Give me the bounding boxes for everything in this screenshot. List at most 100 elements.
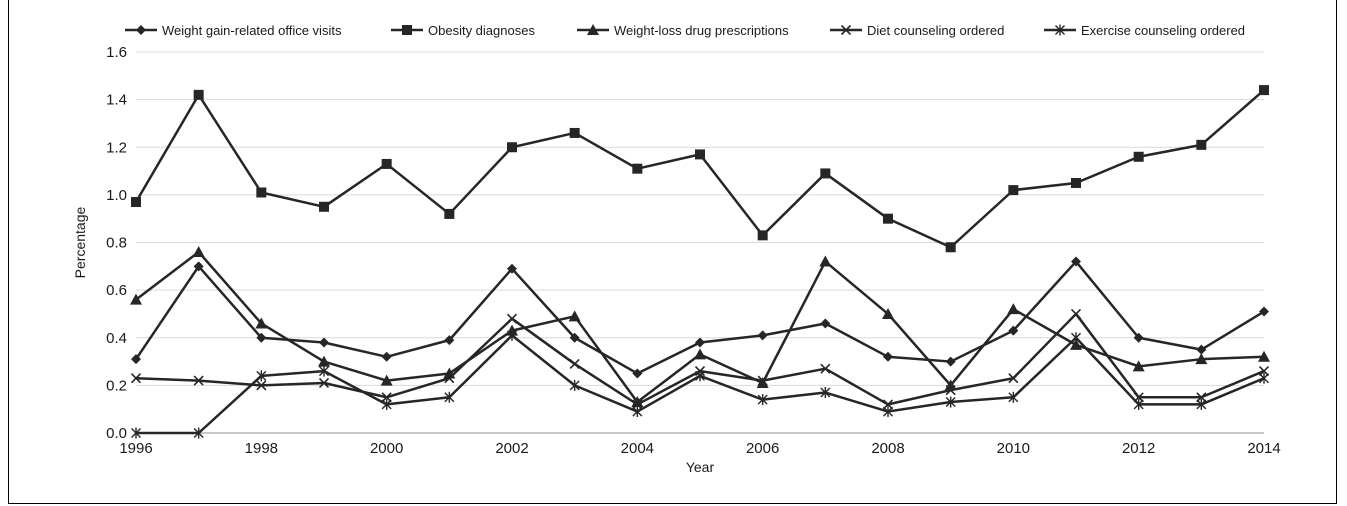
data-point: [444, 208, 455, 219]
data-point: [131, 354, 141, 365]
data-point: [130, 373, 142, 384]
data-point: [506, 313, 518, 324]
legend-label: Obesity diagnoses: [428, 23, 535, 38]
data-point: [1071, 256, 1081, 267]
legend-label: Weight-loss drug prescriptions: [614, 23, 789, 38]
y-tick-label: 1.4: [106, 92, 127, 109]
data-point: [632, 368, 643, 379]
data-point: [1071, 332, 1081, 344]
y-tick-label: 1.0: [106, 187, 127, 204]
data-point: [820, 168, 831, 179]
data-point: [883, 406, 893, 418]
data-point: [569, 379, 580, 391]
data-point: [820, 363, 831, 374]
data-point: [318, 377, 330, 389]
data-point: [819, 255, 832, 267]
data-point: [1133, 332, 1144, 343]
y-axis-ticks: 0.0 0.2 0.4 0.6 0.8 1.0 1.2 1.4 1.6: [106, 44, 127, 442]
legend-item: Obesity diagnoses: [391, 23, 535, 38]
data-point: [1196, 344, 1207, 355]
data-point: [882, 399, 894, 410]
data-point: [945, 356, 956, 367]
legend-item: Weight gain-related office visits: [125, 23, 342, 38]
data-point: [882, 307, 894, 319]
data-point: [1196, 398, 1207, 410]
legend-marker: [587, 24, 599, 35]
data-point: [256, 370, 267, 382]
data-point: [193, 261, 204, 272]
data-point: [444, 391, 455, 403]
data-point: [381, 351, 392, 362]
data-point: [631, 396, 644, 408]
legend-marker: [840, 24, 852, 36]
data-point: [883, 351, 893, 362]
data-point: [131, 427, 141, 439]
data-point: [1008, 391, 1019, 403]
series-group: [130, 85, 1270, 439]
legend-item: Weight-loss drug prescriptions: [577, 23, 789, 38]
data-point: [193, 427, 204, 439]
data-point: [757, 230, 768, 241]
data-point: [319, 337, 329, 348]
data-point: [1008, 373, 1019, 384]
data-point: [1007, 303, 1020, 315]
data-point: [569, 332, 580, 343]
data-point: [1196, 392, 1207, 403]
data-point: [820, 318, 831, 329]
data-point: [1259, 372, 1269, 384]
data-point: [1258, 350, 1270, 362]
legend-item: Diet counseling ordered: [830, 23, 1004, 38]
series-obesity-diagnoses: [131, 85, 1269, 253]
data-point: [1259, 85, 1269, 96]
data-point: [695, 149, 705, 160]
data-point: [444, 373, 455, 384]
data-point: [507, 263, 517, 274]
data-point: [757, 394, 768, 406]
x-tick-label: 2002: [495, 440, 528, 457]
legend-marker: [136, 25, 146, 35]
legend-label: Diet counseling ordered: [867, 23, 1004, 38]
data-point: [444, 335, 455, 346]
data-point: [756, 376, 769, 388]
data-point: [695, 337, 705, 348]
data-point: [380, 374, 393, 386]
legend-marker: [402, 25, 412, 35]
x-axis-ticks: 1996 1998 2000 2002 2004 2006 2008 2010 2012 2014: [119, 440, 1280, 457]
data-point: [695, 370, 705, 382]
series-exercise-counseling-ordered: [131, 329, 1269, 439]
data-point: [381, 398, 392, 410]
data-point: [820, 387, 831, 399]
data-point: [1008, 185, 1019, 196]
data-point: [507, 329, 517, 341]
x-tick-label: 1998: [245, 440, 278, 457]
data-point: [1195, 353, 1208, 365]
data-point: [945, 242, 956, 253]
series-weight-gain-related-office-visits: [131, 256, 1269, 379]
x-tick-label: 2014: [1247, 440, 1280, 457]
x-tick-label: 2006: [746, 440, 779, 457]
data-point: [318, 355, 330, 367]
data-point: [319, 201, 329, 212]
legend: Weight gain-related office visits Obesity…: [125, 23, 1245, 38]
legend-item: Exercise counseling ordered: [1044, 23, 1245, 38]
data-point: [1132, 360, 1145, 372]
data-point: [1258, 366, 1270, 377]
data-point: [1259, 306, 1269, 317]
data-point: [131, 197, 141, 208]
x-tick-label: 1996: [119, 440, 152, 457]
x-tick-label: 2000: [370, 440, 403, 457]
y-tick-label: 0.6: [106, 282, 127, 299]
data-point: [193, 89, 204, 100]
data-point: [1133, 398, 1144, 410]
data-point: [319, 365, 329, 377]
legend-label: Weight gain-related office visits: [162, 23, 342, 38]
y-tick-label: 1.2: [106, 139, 127, 156]
legend-marker: [1055, 24, 1065, 36]
data-point: [1196, 139, 1207, 150]
data-point: [945, 385, 956, 396]
x-tick-label: 2008: [871, 440, 904, 457]
gridlines: [136, 51, 1264, 386]
data-point: [632, 399, 643, 410]
legend-label: Exercise counseling ordered: [1081, 23, 1245, 38]
